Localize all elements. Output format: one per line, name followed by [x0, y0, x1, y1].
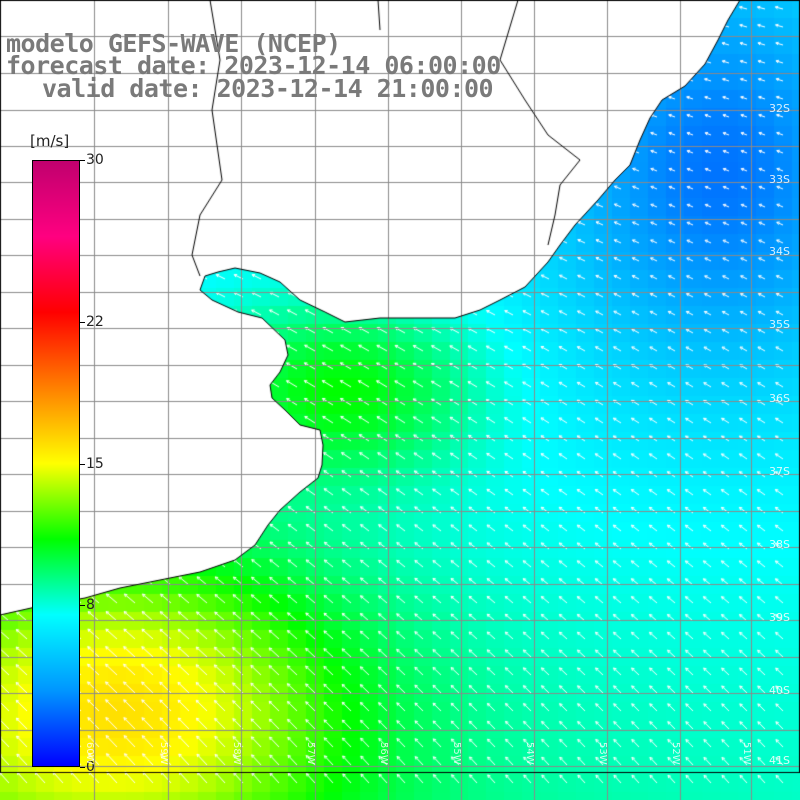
latitude-label: 38S [769, 538, 790, 551]
longitude-label: 59W [158, 742, 169, 765]
colorbar-tick-label: 0 [86, 759, 95, 775]
colorbar-tick-label: 15 [86, 455, 104, 472]
latitude-label: 41S [769, 754, 790, 767]
latitude-label: 40S [769, 684, 790, 697]
colorbar-unit: [m/s] [30, 132, 70, 150]
longitude-label: 55W [451, 742, 462, 765]
latitude-label: 33S [769, 173, 790, 186]
latitude-label: 34S [769, 245, 790, 258]
valid-date: valid date: 2023-12-14 21:00:00 [42, 74, 494, 103]
colorbar-tick-label: 8 [86, 597, 95, 614]
longitude-label: 60W [84, 742, 95, 765]
longitude-label: 56W [378, 742, 389, 765]
model-title: modelo GEFS-WAVE (NCEP) [6, 29, 341, 58]
latitude-label: 37S [769, 465, 790, 478]
longitude-label: 57W [305, 742, 316, 765]
longitude-label: 53W [597, 742, 608, 765]
longitude-label: 58W [231, 742, 242, 765]
latitude-label: 39S [769, 611, 790, 624]
colorbar-tick-mark [80, 605, 85, 607]
latitude-label: 36S [769, 392, 790, 405]
longitude-label: 51W [741, 742, 752, 765]
colorbar-tick-mark [80, 321, 85, 323]
longitude-label: 54W [524, 742, 535, 765]
forecast-date: forecast date: 2023-12-14 06:00:00 [6, 51, 501, 80]
colorbar-tick-mark [80, 767, 85, 768]
colorbar-tick-mark [80, 463, 85, 465]
colorbar-tick-mark [80, 160, 85, 161]
colorbar [32, 160, 80, 767]
latitude-label: 35S [769, 318, 790, 331]
colorbar-tick-label: 22 [86, 313, 104, 330]
colorbar-tick-label: 30 [86, 152, 104, 168]
latitude-label: 32S [769, 102, 790, 115]
longitude-label: 52W [670, 742, 681, 765]
